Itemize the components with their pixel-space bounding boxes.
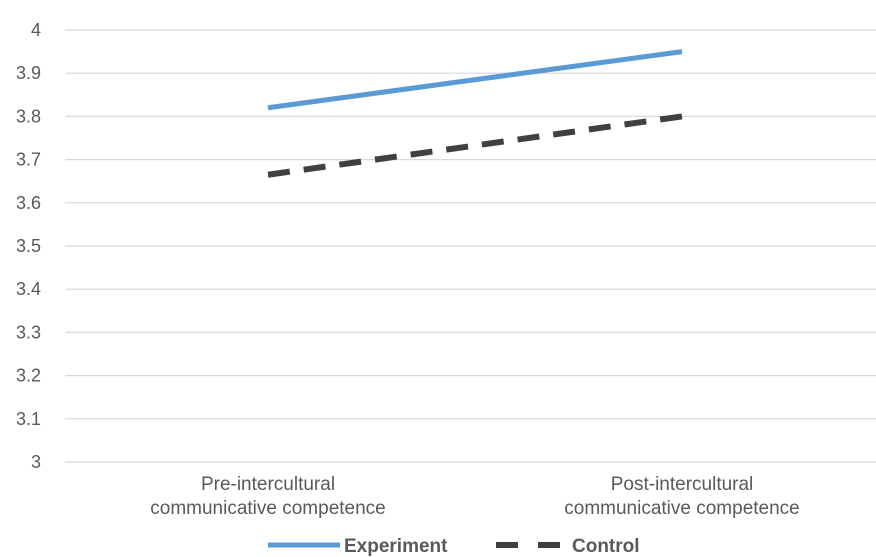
series-line-control [267, 113, 683, 178]
series-line-experiment [267, 49, 683, 111]
x-axis-ticks: Pre-intercultural communicative competenc… [150, 474, 800, 519]
legend: Experiment Control [268, 536, 640, 557]
y-tick-label: 3.6 [16, 193, 41, 213]
y-tick-label: 3 [31, 452, 41, 472]
legend-label-control: Control [572, 536, 640, 557]
y-tick-label: 3.8 [16, 106, 41, 126]
series-lines [267, 49, 683, 178]
y-tick-label: 3.4 [16, 279, 41, 299]
y-tick-label: 3.9 [16, 63, 41, 83]
x-tick-label: communicative competence [564, 498, 800, 519]
y-tick-label: 3.2 [16, 366, 41, 386]
y-axis-ticks: 3 3.1 3.2 3.3 3.4 3.5 3.6 3.7 3.8 3.9 4 [16, 20, 41, 472]
y-tick-label: 3.5 [16, 236, 41, 256]
x-tick-label: communicative competence [150, 498, 386, 519]
y-tick-label: 4 [31, 20, 41, 40]
x-tick-label: Post-intercultural [611, 474, 754, 495]
y-tick-label: 3.7 [16, 150, 41, 170]
y-tick-label: 3.3 [16, 322, 41, 342]
legend-label-experiment: Experiment [344, 536, 448, 557]
gridlines [65, 29, 876, 463]
y-tick-label: 3.1 [16, 409, 41, 429]
x-tick-label: Pre-intercultural [201, 474, 335, 495]
